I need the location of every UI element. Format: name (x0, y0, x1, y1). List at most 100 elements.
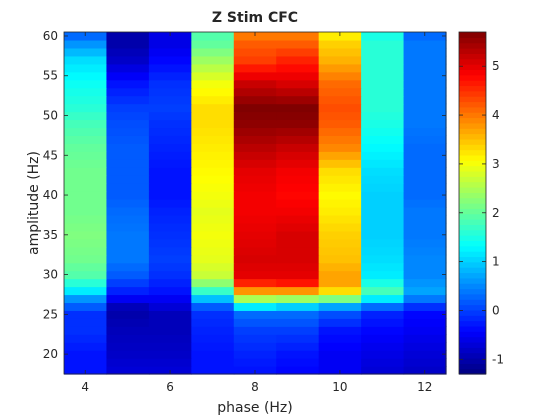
heatmap-cell (361, 199, 405, 208)
heatmap-cell (233, 214, 277, 224)
heatmap-cell (233, 79, 277, 89)
heatmap-cell (361, 63, 405, 73)
heatmap-cell (318, 63, 362, 73)
heatmap-cell (148, 238, 192, 248)
heatmap-cell (361, 214, 405, 224)
heatmap-cell (276, 32, 320, 41)
heatmap-cell (361, 32, 405, 41)
heatmap-cell (106, 103, 150, 113)
colorbar-step (459, 213, 486, 220)
heatmap-cell (233, 183, 277, 192)
heatmap-cell (106, 79, 150, 89)
colorbar-step (459, 347, 486, 354)
heatmap-cell (361, 191, 405, 200)
heatmap-cell (276, 71, 320, 81)
heatmap-cell (64, 350, 108, 359)
x-axis-ticks: 4 6 8 10 12 (81, 32, 432, 394)
heatmap-cell (64, 278, 108, 288)
heatmap-cell (403, 318, 447, 327)
heatmap-cell (318, 111, 362, 121)
heatmap-cell (276, 79, 320, 89)
heatmap-cell (361, 127, 405, 136)
heatmap-cell (318, 167, 362, 176)
heatmap-cell (403, 47, 447, 57)
heatmap-cell (191, 326, 235, 335)
colorbar-step (459, 96, 486, 103)
heatmap-cell (403, 222, 447, 232)
heatmap-cell (318, 270, 362, 280)
colorbar-step (459, 363, 486, 370)
heatmap-cell (106, 127, 150, 136)
heatmap-cell (106, 254, 150, 264)
heatmap-cell (64, 127, 108, 136)
heatmap-cell (191, 95, 235, 105)
heatmap-cell (403, 39, 447, 49)
heatmap-cell (318, 262, 362, 272)
heatmap-cell (318, 95, 362, 105)
heatmap-cell (233, 238, 277, 248)
heatmap-cell (64, 246, 108, 256)
colorbar-step (459, 160, 486, 167)
colorbar-step (459, 144, 486, 151)
heatmap-cell (64, 47, 108, 57)
heatmap-cell (64, 214, 108, 224)
heatmap-cell (318, 238, 362, 248)
heatmap-cell (148, 222, 192, 232)
heatmap-cell (276, 246, 320, 256)
heatmap-cell (318, 199, 362, 208)
heatmap-cell (403, 103, 447, 113)
heatmap-cell (191, 135, 235, 144)
heatmap-cell (191, 342, 235, 351)
heatmap-cell (403, 278, 447, 288)
heatmap-cell (361, 222, 405, 232)
heatmap-cell (106, 167, 150, 176)
heatmap-cell (64, 342, 108, 351)
heatmap-cell (64, 111, 108, 121)
colorbar-step (459, 133, 486, 140)
heatmap-cell (106, 111, 150, 121)
heatmap-cell (191, 246, 235, 256)
heatmap-cell (318, 55, 362, 65)
heatmap-cell (403, 238, 447, 248)
heatmap-cell (106, 32, 150, 41)
heatmap-cell (361, 175, 405, 184)
heatmap-cell (276, 222, 320, 232)
heatmap-cell (361, 79, 405, 89)
heatmap-cell (276, 55, 320, 65)
heatmap-cell (276, 39, 320, 49)
heatmap-cell (64, 254, 108, 264)
heatmap-cell (64, 262, 108, 272)
heatmap-cell (403, 334, 447, 343)
heatmap-cell (191, 206, 235, 216)
heatmap-cell (276, 238, 320, 248)
heatmap-cell (106, 175, 150, 184)
heatmap-cell (106, 135, 150, 144)
colorbar-step (459, 122, 486, 129)
colorbar-step (459, 203, 486, 209)
heatmap-cell (233, 119, 277, 129)
heatmap-cell (106, 191, 150, 200)
heatmap-cell (361, 39, 405, 49)
heatmap-cell (318, 71, 362, 81)
heatmap-cell (148, 334, 192, 343)
heatmap-cell (233, 95, 277, 105)
colorbar-ticks: -1 0 1 2 3 4 5 (459, 59, 504, 366)
heatmap-cell (276, 167, 320, 176)
heatmap-cell (233, 39, 277, 49)
heatmap-cell (403, 270, 447, 280)
heatmap-cell (318, 103, 362, 113)
heatmap-cell (233, 310, 277, 319)
heatmap-cell (318, 79, 362, 89)
x-tick-label: 8 (251, 380, 259, 394)
heatmap-cell (318, 230, 362, 240)
heatmap-cell (191, 278, 235, 288)
heatmap-cell (403, 206, 447, 216)
heatmap-cell (361, 119, 405, 129)
heatmap-cell (403, 310, 447, 319)
colorbar-step (459, 128, 486, 135)
heatmap-cell (148, 191, 192, 200)
colorbar-step (459, 224, 486, 231)
heatmap-cell (403, 230, 447, 240)
heatmap-cell (276, 278, 320, 288)
heatmap-cell (64, 71, 108, 81)
